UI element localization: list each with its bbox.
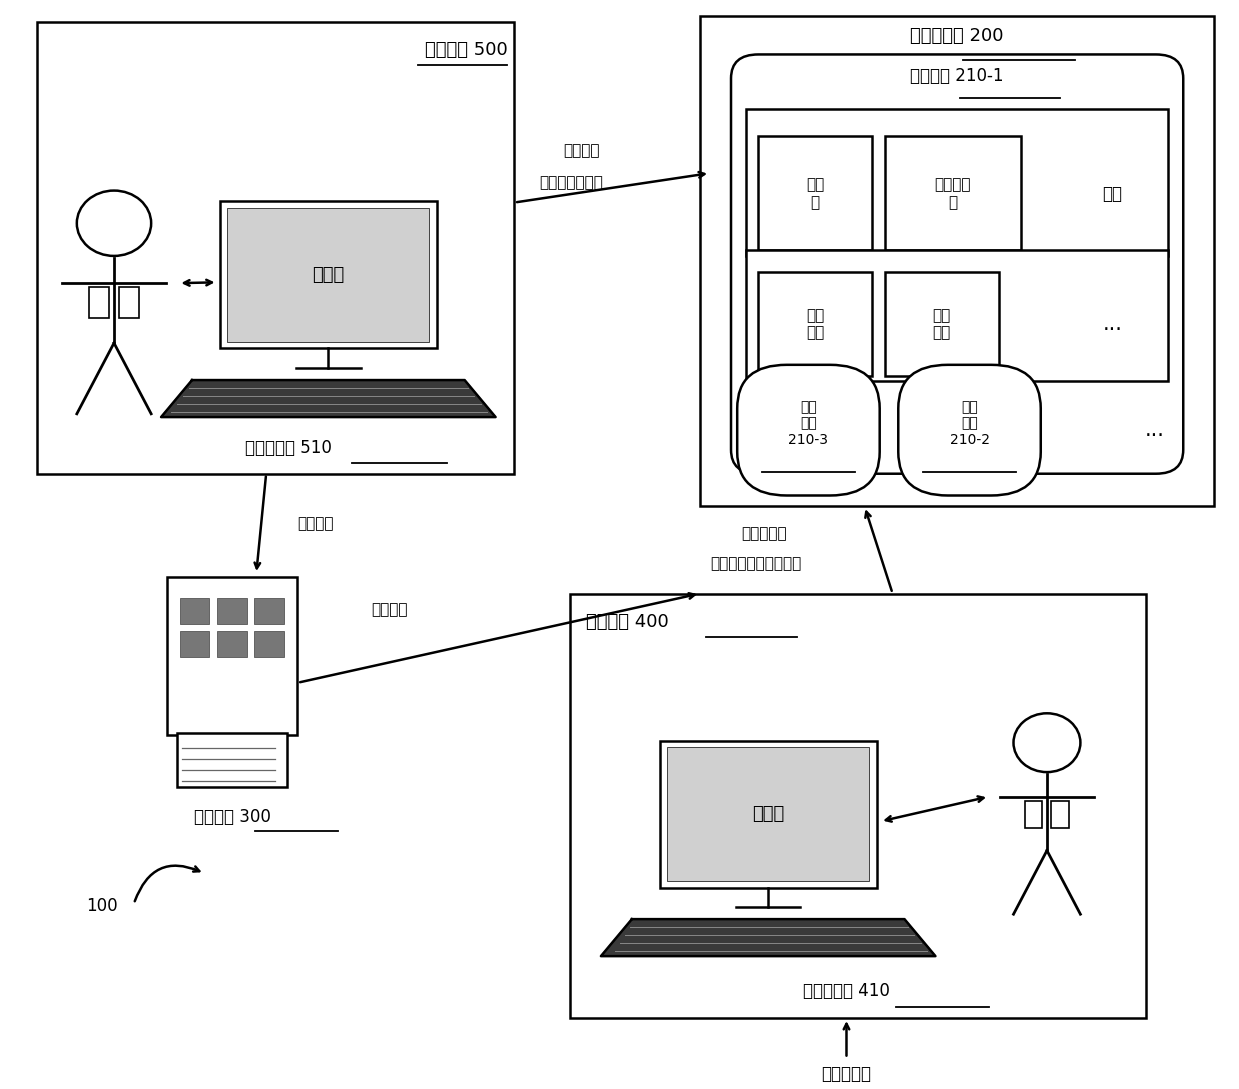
Text: 共识
节点
210-2: 共识 节点 210-2 (949, 401, 990, 446)
FancyBboxPatch shape (1052, 800, 1069, 828)
FancyBboxPatch shape (758, 272, 872, 376)
FancyBboxPatch shape (221, 201, 437, 348)
Text: 账本: 账本 (1103, 185, 1123, 203)
FancyBboxPatch shape (737, 365, 880, 495)
FancyBboxPatch shape (570, 594, 1146, 1018)
Text: 共识
功能: 共识 功能 (807, 308, 824, 340)
FancyBboxPatch shape (898, 365, 1041, 495)
FancyBboxPatch shape (180, 631, 209, 657)
FancyBboxPatch shape (746, 250, 1168, 381)
FancyBboxPatch shape (746, 109, 1168, 256)
Text: ...: ... (1103, 314, 1123, 334)
FancyBboxPatch shape (731, 54, 1183, 474)
FancyBboxPatch shape (885, 272, 999, 376)
FancyBboxPatch shape (758, 136, 872, 250)
FancyBboxPatch shape (885, 136, 1021, 250)
FancyBboxPatch shape (217, 631, 247, 657)
FancyBboxPatch shape (177, 733, 287, 787)
Text: ...: ... (1145, 420, 1165, 440)
FancyBboxPatch shape (1025, 800, 1042, 828)
Text: 簇区域名及: 簇区域名及 (741, 526, 787, 541)
Text: 排序
功能: 排序 功能 (933, 308, 950, 340)
FancyBboxPatch shape (89, 287, 109, 318)
FancyBboxPatch shape (37, 22, 514, 474)
FancyBboxPatch shape (217, 598, 247, 624)
FancyBboxPatch shape (254, 631, 284, 657)
Text: 关联的目标兴趣点数据: 关联的目标兴趣点数据 (710, 556, 802, 572)
Polygon shape (601, 919, 935, 956)
Text: 登记注册: 登记注册 (372, 602, 408, 617)
FancyBboxPatch shape (228, 208, 430, 342)
Text: 共识节点 210-1: 共识节点 210-1 (911, 68, 1004, 85)
FancyBboxPatch shape (167, 577, 297, 735)
Text: 目标兴趣点数据: 目标兴趣点数据 (539, 175, 603, 191)
Text: 100: 100 (85, 897, 118, 915)
Text: 区块
链: 区块 链 (807, 178, 824, 210)
FancyBboxPatch shape (119, 287, 139, 318)
Text: 簇区域名: 簇区域名 (564, 143, 600, 158)
Text: 共识
节点
210-3: 共识 节点 210-3 (788, 401, 829, 446)
Text: 区块链网络 200: 区块链网络 200 (911, 27, 1004, 45)
Text: 客户端节点 510: 客户端节点 510 (244, 439, 332, 456)
FancyBboxPatch shape (180, 598, 209, 624)
Text: 登记注册: 登记注册 (297, 516, 333, 531)
Text: 认证中心 300: 认证中心 300 (193, 808, 271, 825)
Text: 业务主体 400: 业务主体 400 (586, 613, 669, 632)
Text: 客户端: 客户端 (312, 266, 344, 284)
FancyBboxPatch shape (667, 747, 870, 881)
FancyBboxPatch shape (700, 16, 1214, 506)
Polygon shape (161, 380, 496, 417)
FancyBboxPatch shape (659, 741, 876, 888)
Text: 客户端节点 410: 客户端节点 410 (803, 982, 890, 1000)
Text: 客户端: 客户端 (752, 805, 784, 823)
FancyBboxPatch shape (254, 598, 284, 624)
Text: 兴趣点数据: 兴趣点数据 (821, 1065, 871, 1082)
Text: 状态数据
库: 状态数据 库 (934, 178, 971, 210)
Text: 业务主体 500: 业务主体 500 (425, 41, 508, 60)
